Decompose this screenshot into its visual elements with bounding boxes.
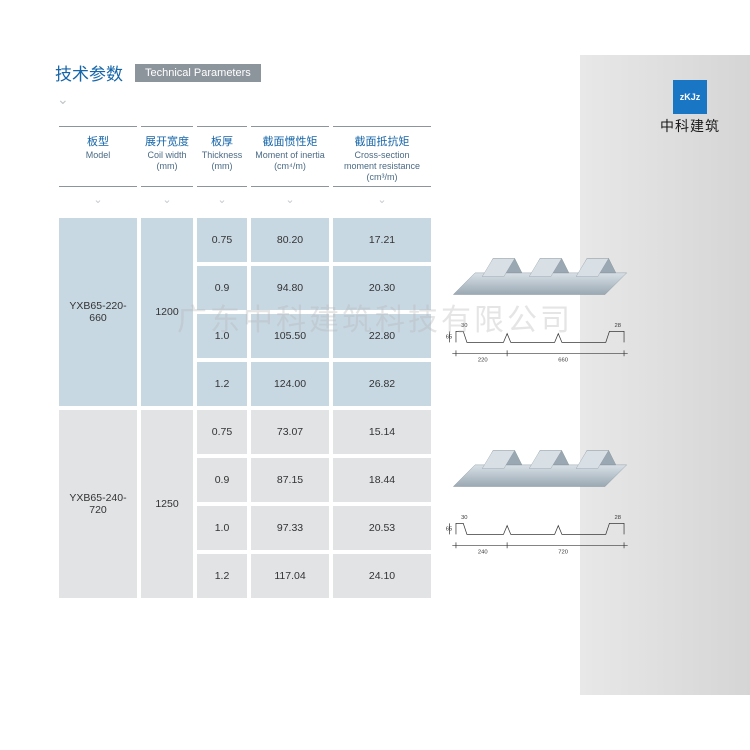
profile-2d-icon: 65 30 28 240 720 [445,508,635,568]
cell-moi: 94.80 [251,266,329,310]
header: 技术参数 Technical Parameters [55,60,720,85]
cell-csm: 20.53 [333,506,431,550]
cell-diagram: 65 30 28 220 660 [435,218,716,406]
cell-thickness: 0.75 [197,218,247,262]
chevron-down-icon: ⌄ [57,91,720,108]
cell-model: YXB65-240-720 [59,410,137,598]
cell-moi: 73.07 [251,410,329,454]
svg-text:220: 220 [478,357,488,363]
profile-2d-icon: 65 30 28 220 660 [445,316,635,376]
logo-icon: zKJz [673,80,707,114]
svg-text:660: 660 [558,357,568,363]
title-en-badge: Technical Parameters [135,64,261,82]
cell-thickness: 0.9 [197,458,247,502]
col-header-model: 板型 Model [59,126,137,187]
col-header-thickness: 板厚 Thickness (mm) [197,126,247,187]
cell-thickness: 1.2 [197,554,247,598]
svg-text:28: 28 [615,515,621,521]
profile-3d-icon [445,436,635,501]
cell-diagram: 65 30 28 240 720 [435,410,716,598]
col-header-coilwidth: 展开宽度 Coil width (mm) [141,126,193,187]
table-row: YXB65-220-66012000.7580.2017.21 65 30 28… [59,218,716,262]
table-row: YXB65-240-72012500.7573.0715.14 65 30 28… [59,410,716,454]
svg-text:65: 65 [446,335,452,341]
parameters-table: 板型 Model 展开宽度 Coil width (mm) 板厚 Thickne… [55,122,720,602]
cell-coilwidth: 1200 [141,218,193,406]
svg-text:30: 30 [461,323,468,329]
cell-csm: 20.30 [333,266,431,310]
cell-moi: 124.00 [251,362,329,406]
svg-text:65: 65 [446,527,452,533]
profile-3d-icon [445,244,635,309]
cell-thickness: 0.9 [197,266,247,310]
cell-coilwidth: 1250 [141,410,193,598]
cell-moi: 87.15 [251,458,329,502]
cell-model: YXB65-220-660 [59,218,137,406]
svg-text:720: 720 [558,549,568,555]
page-container: 技术参数 Technical Parameters ⌄ zKJz 中科建筑 广东… [0,0,750,632]
cell-csm: 22.80 [333,314,431,358]
col-header-moi: 截面惯性矩 Moment of inertia (cm⁴/m) [251,126,329,187]
cell-csm: 26.82 [333,362,431,406]
col-header-csm: 截面抵抗矩 Cross-section moment resistance (c… [333,126,431,187]
svg-text:28: 28 [615,323,621,329]
cell-csm: 18.44 [333,458,431,502]
cell-moi: 97.33 [251,506,329,550]
chevron-row: ⌄⌄⌄⌄⌄ [59,191,716,214]
cell-thickness: 0.75 [197,410,247,454]
cell-thickness: 1.2 [197,362,247,406]
title-cn: 技术参数 [55,60,123,85]
table-header-row: 板型 Model 展开宽度 Coil width (mm) 板厚 Thickne… [59,126,716,187]
cell-csm: 15.14 [333,410,431,454]
cell-csm: 24.10 [333,554,431,598]
cell-moi: 80.20 [251,218,329,262]
logo-text: 中科建筑 [660,116,720,136]
svg-text:240: 240 [478,549,488,555]
company-logo: zKJz 中科建筑 [660,80,720,136]
svg-text:30: 30 [461,515,468,521]
cell-thickness: 1.0 [197,314,247,358]
cell-moi: 105.50 [251,314,329,358]
cell-csm: 17.21 [333,218,431,262]
cell-moi: 117.04 [251,554,329,598]
cell-thickness: 1.0 [197,506,247,550]
